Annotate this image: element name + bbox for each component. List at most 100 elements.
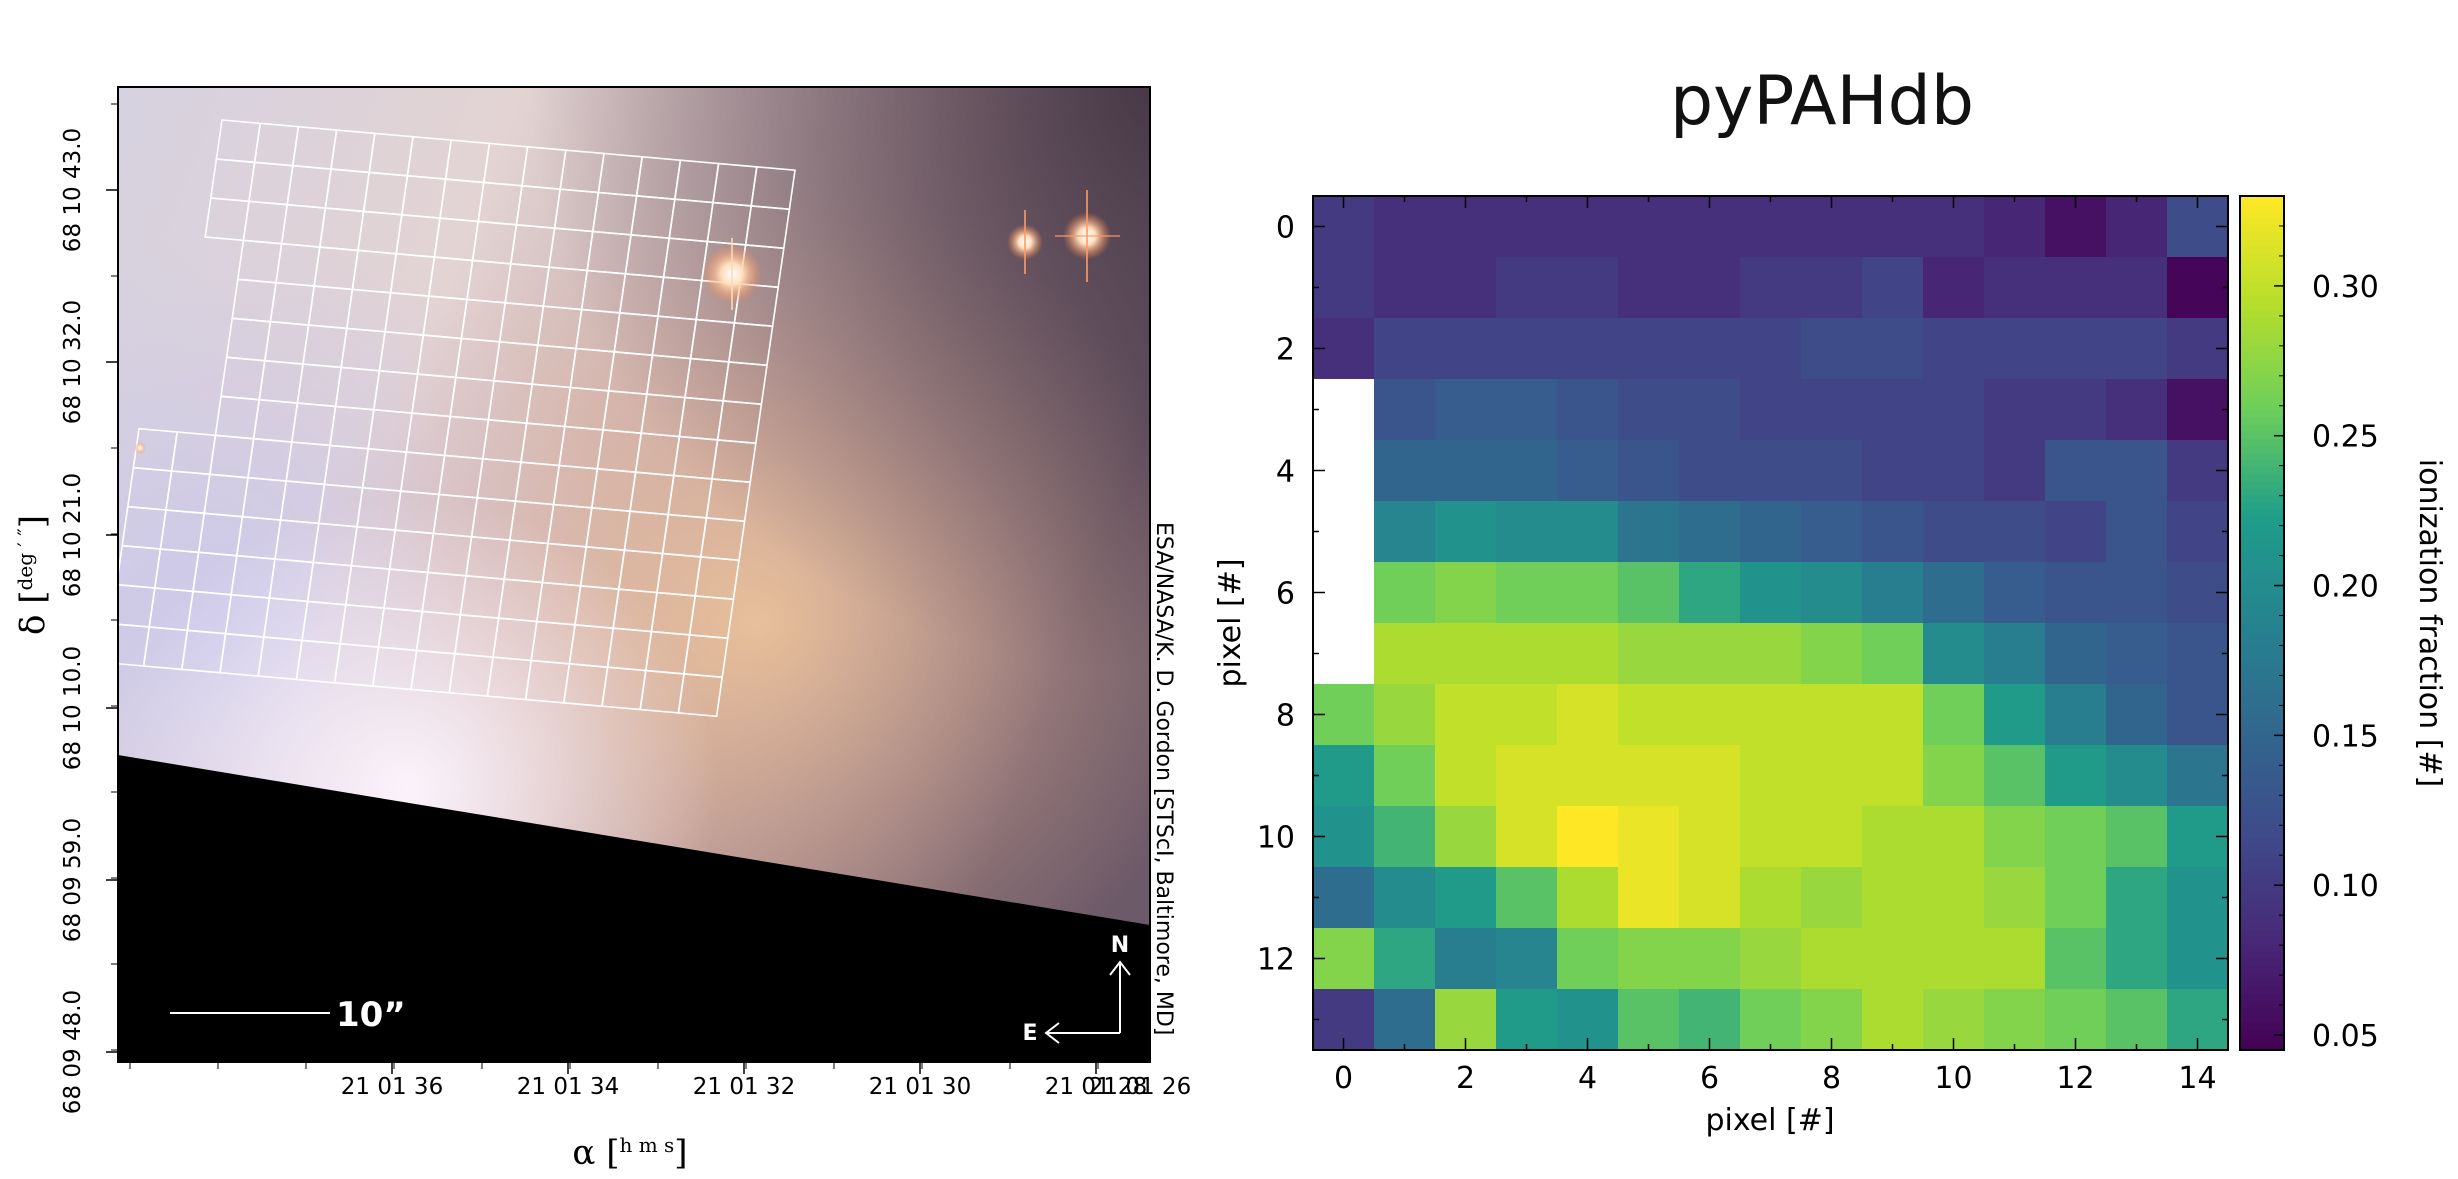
heatmap-cell [1496,562,1558,624]
colorbar-segment [2240,793,2284,802]
colorbar-segment [2240,936,2284,945]
heatmap-cell [1374,928,1436,990]
heatmap-cell [2045,806,2107,868]
heatmap-cell [1740,318,1802,380]
colorbar-segment [2240,1007,2284,1016]
colorbar-segment [2240,516,2284,525]
heatmap-cell [2106,196,2168,258]
heatmap-cell [1862,928,1924,990]
colorbar-segment [2240,473,2284,482]
x-tick-label: 21 01 30 [869,1074,971,1100]
heatmap-cell [1984,623,2046,685]
colorbar-segment [2240,637,2284,646]
nebula-image: 10” N E [118,87,1150,1062]
heatmap-cell [1374,379,1436,441]
heatmap-cell [1923,745,1985,807]
heatmap-cell [1374,867,1436,929]
colorbar-segment [2240,331,2284,340]
heatmap-cell [1557,928,1619,990]
heatmap-cell [1801,684,1863,746]
colorbar-segment [2240,836,2284,845]
heatmap-cell [1740,379,1802,441]
heatmap-x-tick-label: 12 [2056,1061,2094,1096]
colorbar-segment [2240,295,2284,304]
heatmap-x-axis-label: pixel [#] [1705,1103,1834,1138]
heatmap-cell [1923,501,1985,563]
heatmap-cell [1313,867,1375,929]
heatmap-cell [1557,562,1619,624]
heatmap-cell [1740,745,1802,807]
colorbar-segment [2240,238,2284,247]
colorbar-segment [2240,687,2284,695]
heatmap-cell [1618,867,1680,929]
colorbar-segment [2240,502,2284,510]
heatmap-cell [2167,257,2229,319]
heatmap-cell [1679,501,1741,563]
heatmap-cell [1801,806,1863,868]
heatmap-cell [2106,562,2168,624]
heatmap-cell [1374,806,1436,868]
colorbar-segment [2240,929,2284,937]
colorbar-tick-label: 0.10 [2312,869,2379,904]
colorbar-segment [2240,452,2284,461]
heatmap-cell [1679,440,1741,502]
heatmap-cell [1679,379,1741,441]
colorbar-segment [2240,231,2284,240]
colorbar-segment [2240,316,2284,325]
heatmap-cell [1496,440,1558,502]
heatmap-cell [1923,867,1985,929]
image-axis-ticks: 21 01 36 21 01 34 21 01 32 21 01 30 21 01 28… [60,103,1191,1114]
heatmap-x-tick-label: 0 [1334,1061,1353,1096]
heatmap-cell [1374,440,1436,502]
colorbar-segment [2240,309,2284,318]
colorbar-segment [2240,985,2284,994]
heatmap-cell [1435,867,1497,929]
colorbar-segment [2240,651,2284,660]
colorbar-segment [2240,672,2284,681]
colorbar-segment [2240,594,2284,603]
colorbar-frame [2239,195,2285,1051]
heatmap-cell [1618,501,1680,563]
heatmap-cell [2106,440,2168,502]
colorbar-segment [2240,665,2284,674]
colorbar-segment [2240,822,2284,831]
colorbar-segment [2240,480,2284,489]
colorbar-label: ionization fraction [#] [2412,459,2447,788]
heatmap-cell [2045,257,2107,319]
heatmap-cell [1740,684,1802,746]
heatmap-cell [2106,867,2168,929]
heatmap-cell [1984,562,2046,624]
heatmap-cell [1740,989,1802,1051]
heatmap-cell [1984,684,2046,746]
colorbar-segment [2240,943,2284,952]
heatmap-cell [1496,318,1558,380]
colorbar-segment [2240,416,2284,425]
heatmap-cells [1313,196,2229,1051]
heatmap-cell [1740,562,1802,624]
colorbar-segment [2240,388,2284,397]
colorbar-segment [2240,359,2284,368]
heatmap-cell [1496,806,1558,868]
heatmap-y-tick-label: 8 [1276,699,1295,734]
colorbar-segment [2240,893,2284,902]
heatmap-cell [1313,257,1375,319]
colorbar-segment [2240,217,2284,226]
colorbar-segment [2240,260,2284,268]
colorbar-segment [2240,608,2284,617]
colorbar-segment [2240,523,2284,532]
y-tick-label: 68 09 59.0 [60,818,86,942]
colorbar-segment [2240,630,2284,639]
colorbar-segment [2240,615,2284,624]
heatmap-y-tick-label: 6 [1276,577,1295,612]
x-tick-label: 21 01 32 [693,1074,795,1100]
colorbar-segment [2240,445,2284,453]
heatmap-cell [2106,806,2168,868]
heatmap-cell [1618,257,1680,319]
colorbar-segment [2240,751,2284,760]
heatmap-cell [2045,379,2107,441]
colorbar-tick-label: 0.05 [2312,1019,2379,1054]
colorbar-segment [2240,907,2284,916]
heatmap-cell [1496,867,1558,929]
heatmap-cell [1801,928,1863,990]
heatmap-cell [1923,379,1985,441]
